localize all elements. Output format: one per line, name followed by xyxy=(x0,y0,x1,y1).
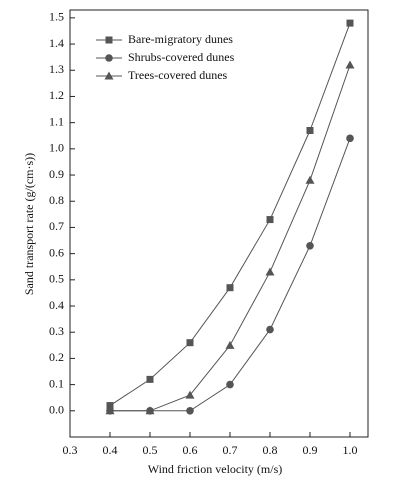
marker xyxy=(306,241,314,250)
x-tick-label: 0.9 xyxy=(303,443,318,457)
y-tick-label: 0.3 xyxy=(49,324,64,338)
marker xyxy=(105,406,115,415)
y-tick-label: 0.9 xyxy=(49,167,64,181)
marker xyxy=(345,60,355,69)
marker xyxy=(185,390,195,399)
x-axis-label: Wind friction velocity (m/s) xyxy=(148,462,282,476)
x-tick-label: 0.4 xyxy=(103,443,118,457)
y-tick-label: 1.5 xyxy=(49,10,64,24)
marker xyxy=(306,127,314,135)
marker xyxy=(145,406,155,415)
marker xyxy=(106,402,114,410)
x-tick-label: 0.3 xyxy=(63,443,78,457)
marker xyxy=(346,19,354,27)
x-tick-label: 0.6 xyxy=(183,443,198,457)
marker xyxy=(265,267,275,276)
marker xyxy=(186,339,194,347)
marker xyxy=(146,375,154,383)
marker xyxy=(266,325,274,334)
y-tick-label: 0.4 xyxy=(49,298,64,312)
marker xyxy=(104,71,114,80)
y-tick-label: 0.7 xyxy=(49,219,64,233)
y-tick-label: 1.3 xyxy=(49,62,64,76)
marker xyxy=(225,340,235,349)
marker xyxy=(105,54,113,62)
y-tick-label: 0.6 xyxy=(49,245,64,259)
x-tick-label: 0.5 xyxy=(143,443,158,457)
marker xyxy=(226,284,234,292)
marker xyxy=(186,407,194,415)
marker xyxy=(346,134,354,143)
x-tick-label: 0.8 xyxy=(263,443,278,457)
y-axis-label: Sand transport rate (g/(cm·s)) xyxy=(22,153,36,295)
marker xyxy=(305,175,315,184)
legend-label: Trees-covered dunes xyxy=(128,68,228,82)
y-tick-label: 0.1 xyxy=(49,376,64,390)
y-tick-label: 0.5 xyxy=(49,272,64,286)
y-tick-label: 1.4 xyxy=(49,36,64,50)
y-tick-label: 0.8 xyxy=(49,193,64,207)
marker xyxy=(226,380,234,389)
plot-frame xyxy=(69,9,369,438)
y-tick-label: 1.2 xyxy=(49,88,64,102)
marker xyxy=(266,216,274,224)
x-tick-label: 1.0 xyxy=(343,443,358,457)
y-tick-label: 0.2 xyxy=(49,350,64,364)
y-tick-label: 1.0 xyxy=(49,141,64,155)
series-line xyxy=(110,138,351,412)
series-line xyxy=(110,64,351,412)
y-tick-label: 0.0 xyxy=(49,403,64,417)
legend-label: Bare-migratory dunes xyxy=(128,32,233,46)
legend-label: Shrubs-covered dunes xyxy=(128,50,235,64)
marker xyxy=(105,36,113,44)
x-tick-label: 0.7 xyxy=(223,443,238,457)
y-tick-label: 1.1 xyxy=(49,114,64,128)
